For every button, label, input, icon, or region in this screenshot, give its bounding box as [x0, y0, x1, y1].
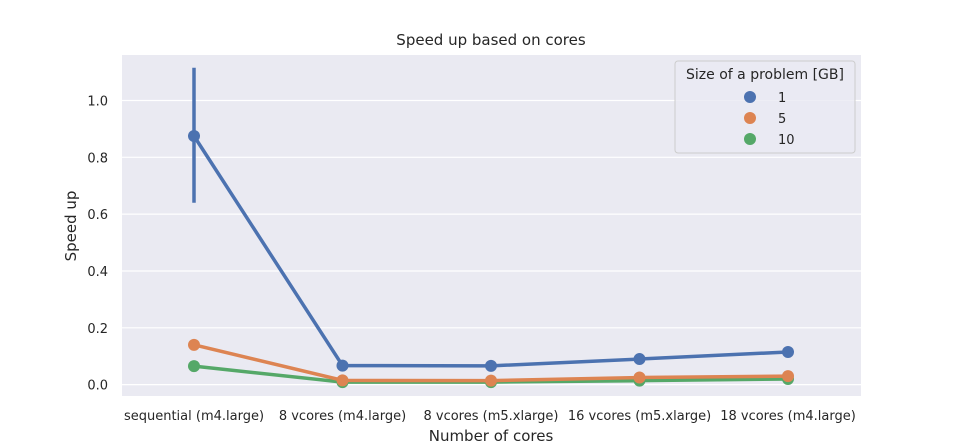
chart-title: Speed up based on cores [396, 31, 586, 49]
legend-marker [744, 91, 756, 103]
x-tick-label: 8 vcores (m4.large) [279, 409, 406, 424]
legend-box [674, 60, 856, 154]
data-point [188, 338, 200, 351]
data-point [336, 374, 349, 387]
legend-title: Size of a problem [GB] [686, 67, 844, 83]
y-axis-label: Speed up [62, 191, 80, 262]
data-point [633, 353, 646, 366]
legend-marker [744, 133, 756, 145]
x-tick-label: 8 vcores (m5.xlarge) [423, 409, 558, 424]
y-tick-label: 0.8 [87, 151, 108, 166]
y-tick-labels: 0.0 0.2 0.4 0.6 0.8 1.0 [87, 94, 108, 393]
y-tick-label: 0.0 [87, 379, 108, 394]
data-point [485, 374, 497, 387]
y-tick-label: 0.4 [87, 265, 108, 280]
x-tick-labels: sequential (m4.large) 8 vcores (m4.large)… [124, 409, 856, 424]
legend-label: 1 [778, 91, 786, 106]
series-1 [188, 67, 794, 372]
series-5 [188, 338, 794, 387]
data-point [188, 129, 200, 142]
x-tick-label: 18 vcores (m4.large) [720, 409, 856, 424]
data-point [485, 359, 497, 372]
x-tick-label: sequential (m4.large) [124, 409, 264, 424]
legend-label: 5 [778, 112, 786, 127]
data-point [633, 371, 646, 384]
y-tick-label: 0.6 [87, 208, 108, 223]
data-point [188, 360, 200, 373]
x-tick-label: 16 vcores (m5.xlarge) [568, 409, 711, 424]
legend-label: 10 [778, 133, 795, 148]
data-point [782, 370, 794, 383]
legend-marker [744, 112, 756, 124]
data-point [782, 345, 794, 358]
y-tick-label: 0.2 [87, 322, 108, 337]
x-axis-label: Number of cores [429, 427, 554, 445]
series-lines [188, 67, 794, 389]
data-point [336, 359, 349, 372]
y-tick-label: 1.0 [87, 94, 108, 109]
